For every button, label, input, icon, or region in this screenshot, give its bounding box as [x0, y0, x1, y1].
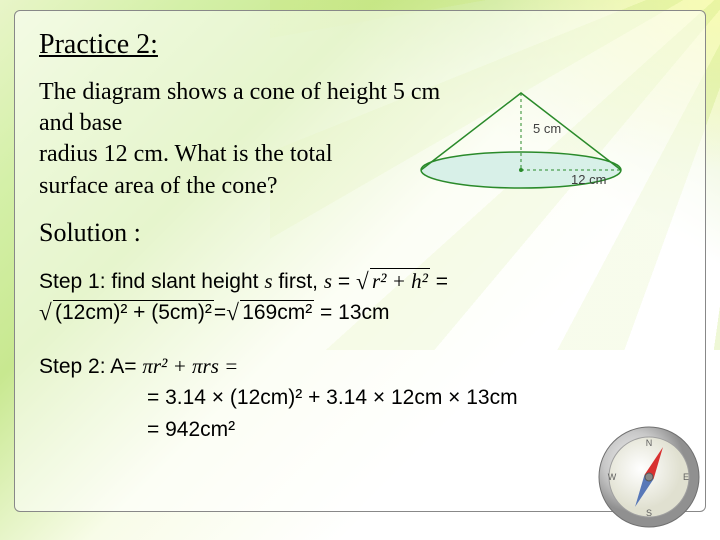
problem-line-3: surface area of the cone? [39, 173, 278, 199]
step1-mid: first, [273, 270, 324, 293]
step-2: Step 2: A= πr² + πrs = = 3.14 × (12cm)² … [39, 351, 681, 446]
sqrt-icon: (12cm)² + (5cm)² [39, 297, 214, 329]
height-label: 5 cm [533, 121, 561, 136]
step1-s: s [264, 269, 272, 293]
step2-calc: = 3.14 × (12cm)² + 3.14 × 12cm × 13cm [39, 382, 681, 414]
cone-diagram: 5 cm 12 cm [411, 85, 671, 195]
solution-heading: Solution : [39, 218, 681, 248]
step2-result: = 942cm² [39, 414, 681, 446]
step2-formula: πr² + πrs = [142, 354, 238, 378]
sqrt-icon: r² + h² [356, 266, 430, 298]
step-1: Step 1: find slant height s first, s = r… [39, 266, 681, 329]
compass-icon: N S E W [594, 422, 704, 532]
step1-rad1: r² + h² [370, 268, 430, 293]
svg-text:N: N [646, 438, 653, 448]
sqrt-icon: 169cm² [226, 297, 314, 329]
step2-prefix: Step 2: A= [39, 355, 142, 378]
radius-label: 12 cm [571, 172, 606, 187]
step1-prefix: Step 1: find slant height [39, 270, 264, 293]
solution-steps: Step 1: find slant height s first, s = r… [39, 266, 681, 446]
step1-rad2: (12cm)² + (5cm)² [53, 300, 214, 324]
step1-lhs: s [324, 269, 332, 293]
svg-text:E: E [683, 472, 689, 482]
step1-result: 13cm [338, 301, 389, 324]
svg-text:W: W [608, 472, 617, 482]
problem-line-2: radius 12 cm. What is the total [39, 141, 333, 167]
svg-text:S: S [646, 508, 652, 518]
problem-line-1: The diagram shows a cone of height 5 cm … [39, 79, 440, 136]
step1-rad3: 169cm² [240, 300, 314, 324]
practice-title: Practice 2: [39, 29, 681, 61]
